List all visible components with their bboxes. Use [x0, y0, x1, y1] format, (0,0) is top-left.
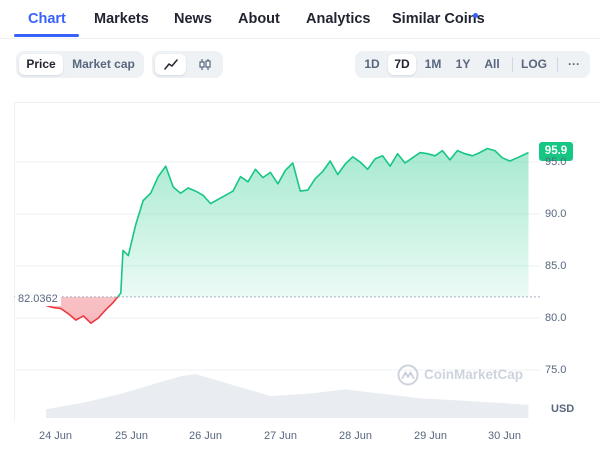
active-tab-underline	[14, 34, 79, 37]
range-selector: 1D 7D 1M 1Y All LOG ···	[355, 51, 590, 78]
market-cap-button[interactable]: Market cap	[72, 57, 135, 71]
tab-similar-coins[interactable]: Similar Coins	[392, 11, 485, 27]
tab-about[interactable]: About	[238, 11, 280, 27]
range-all-button[interactable]: All	[484, 57, 500, 71]
y-tick-label: 80.0	[545, 312, 567, 324]
watermark-text: CoinMarketCap	[424, 367, 524, 382]
more-options-button[interactable]: ···	[568, 57, 580, 71]
x-tick-label: 26 Jun	[189, 430, 223, 442]
y-tick-label: 85.0	[545, 260, 567, 272]
x-tick-label: 29 Jun	[414, 430, 448, 442]
coinmarketcap-logo-icon	[397, 364, 419, 386]
reference-value-label: 82.0362	[15, 292, 61, 306]
candlestick-icon[interactable]	[189, 54, 220, 75]
x-tick-label: 28 Jun	[339, 430, 373, 442]
volume-area	[46, 374, 529, 418]
new-indicator-dot	[473, 13, 478, 18]
x-tick-label: 25 Jun	[115, 430, 149, 442]
chart-style-toggle	[152, 51, 223, 78]
range-1m-button[interactable]: 1M	[424, 57, 442, 71]
line-chart-icon[interactable]	[155, 54, 186, 75]
tab-bar: Chart Markets News About Analytics Simil…	[0, 0, 600, 39]
price-area-above	[117, 148, 529, 297]
tab-chart[interactable]: Chart	[28, 11, 66, 27]
chart-frame	[14, 102, 600, 421]
tab-analytics[interactable]: Analytics	[306, 11, 371, 27]
x-tick-label: 30 Jun	[488, 430, 522, 442]
x-tick-label: 27 Jun	[264, 430, 298, 442]
range-7d-button[interactable]: 7D	[388, 54, 416, 75]
currency-label: USD	[551, 403, 575, 415]
current-price-badge: 95.9	[539, 142, 573, 161]
tab-markets[interactable]: Markets	[94, 11, 149, 27]
y-tick-label: 90.0	[545, 208, 567, 220]
range-1d-button[interactable]: 1D	[364, 57, 380, 71]
range-1y-button[interactable]: 1Y	[455, 57, 471, 71]
tab-news[interactable]: News	[174, 11, 212, 27]
metric-toggle: Price Market cap	[16, 51, 144, 78]
log-scale-button[interactable]: LOG	[521, 57, 547, 71]
y-tick-label: 95.0	[545, 156, 567, 168]
price-line-up	[116, 147, 529, 297]
price-button[interactable]: Price	[19, 54, 63, 75]
volume-shape	[46, 374, 529, 418]
range-divider	[512, 57, 513, 72]
x-tick-label: 24 Jun	[39, 430, 73, 442]
more-divider	[557, 57, 558, 72]
y-tick-label: 75.0	[545, 364, 567, 376]
